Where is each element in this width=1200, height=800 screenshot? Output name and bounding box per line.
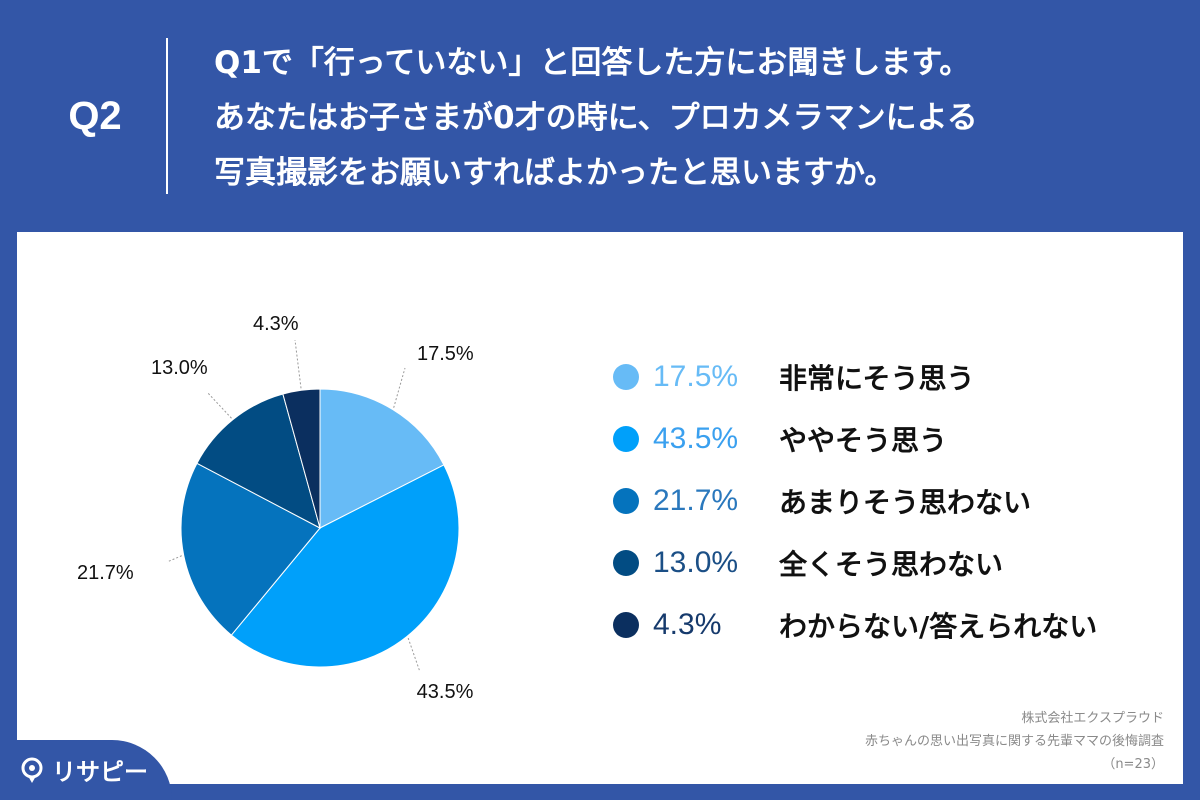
legend-item: 43.5% ややそう思う: [613, 408, 1097, 470]
pie-chart: 17.5% 43.5% 21.7% 13.0% 4.3%: [77, 313, 474, 703]
legend-dot: [613, 488, 639, 514]
leader-line: [166, 555, 182, 563]
legend-item: 13.0% 全くそう思わない: [613, 532, 1097, 594]
logo-text: リサピー: [52, 758, 148, 786]
legend-item: 21.7% あまりそう思わない: [613, 470, 1097, 532]
legend-label: あまりそう思わない: [779, 486, 1032, 519]
header: Q2 Q1で「行っていない」と回答した方にお聞きします。 あなたはお子さまが0才…: [0, 0, 1200, 232]
data-label: 43.5%: [417, 681, 474, 703]
pie-slice: [196, 393, 321, 529]
pie-slice: [230, 464, 460, 668]
leader-line: [407, 637, 421, 673]
legend-value: 13.0%: [653, 546, 739, 579]
logo-badge: [0, 740, 172, 800]
pie-slice: [319, 388, 445, 529]
question-line: Q1で「行っていない」と回答した方にお聞きします。: [214, 45, 971, 81]
logo: リサピー: [18, 752, 148, 787]
question-line: 写真撮影をお願いすればよかったと思いますか。: [214, 155, 896, 191]
legend-dot: [613, 426, 639, 452]
pie-slice: [180, 462, 321, 636]
legend-label: ややそう思う: [779, 424, 948, 457]
credit-sample: （n=23）: [1102, 757, 1164, 772]
legend-item: 17.5% 非常にそう思う: [613, 346, 1097, 408]
legend-dot: [613, 612, 639, 638]
legend-dot: [613, 364, 639, 390]
question-number: Q2: [68, 94, 122, 138]
legend-item: 4.3% わからない/答えられない: [613, 594, 1097, 656]
leader-line: [206, 391, 232, 419]
question-text: Q1で「行っていない」と回答した方にお聞きします。 あなたはお子さまが0才の時に…: [214, 36, 1174, 201]
credit-company: 株式会社エクスプラウド: [1021, 711, 1164, 726]
legend-dot: [613, 550, 639, 576]
data-label: 4.3%: [253, 313, 299, 335]
legend-value: 43.5%: [653, 422, 739, 455]
legend-label: 全くそう思わない: [779, 548, 1004, 581]
data-label: 21.7%: [77, 562, 134, 584]
legend-label: 非常にそう思う: [779, 362, 975, 395]
location-pin-icon: [21, 757, 43, 783]
data-label: 13.0%: [151, 357, 208, 379]
leader-line: [294, 339, 302, 389]
data-label: 17.5%: [417, 343, 474, 365]
legend: 17.5% 非常にそう思う 43.5% ややそう思う 21.7% あまりそう思わない 13.…: [613, 346, 1097, 656]
legend-label: わからない/答えられない: [779, 610, 1098, 643]
pie-slice: [282, 388, 321, 529]
chart-panel: 17.5% 43.5% 21.7% 13.0% 4.3% 17.5% 非常にそう思う 43.…: [17, 232, 1183, 784]
credit-survey: 赤ちゃんの思い出写真に関する先輩ママの後悔調査: [864, 734, 1164, 749]
question-line: あなたはお子さまが0才の時に、プロカメラマンによる: [214, 100, 978, 136]
header-divider: [166, 38, 168, 194]
credit: 株式会社エクスプラウド 赤ちゃんの思い出写真に関する先輩ママの後悔調査 （n=2…: [865, 707, 1164, 776]
legend-value: 4.3%: [653, 608, 722, 641]
leader-line: [393, 367, 406, 408]
legend-value: 17.5%: [653, 360, 739, 393]
legend-value: 21.7%: [653, 484, 739, 517]
